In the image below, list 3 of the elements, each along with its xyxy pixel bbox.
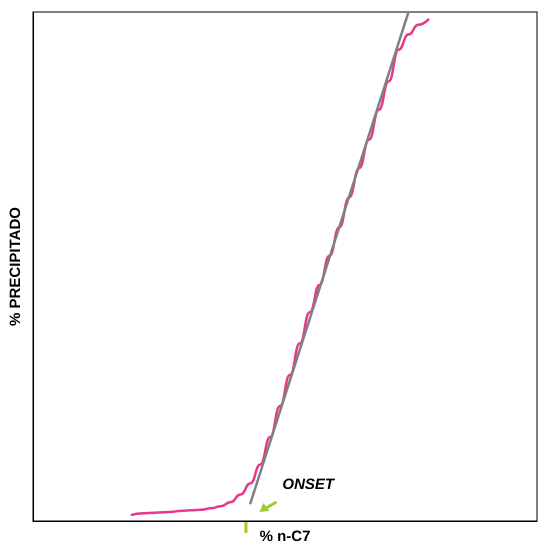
y-axis-title: % PRECIPITADO [7, 206, 24, 326]
x-axis-title: % n-C7 [260, 528, 310, 545]
annotation: ONSET [282, 476, 336, 493]
